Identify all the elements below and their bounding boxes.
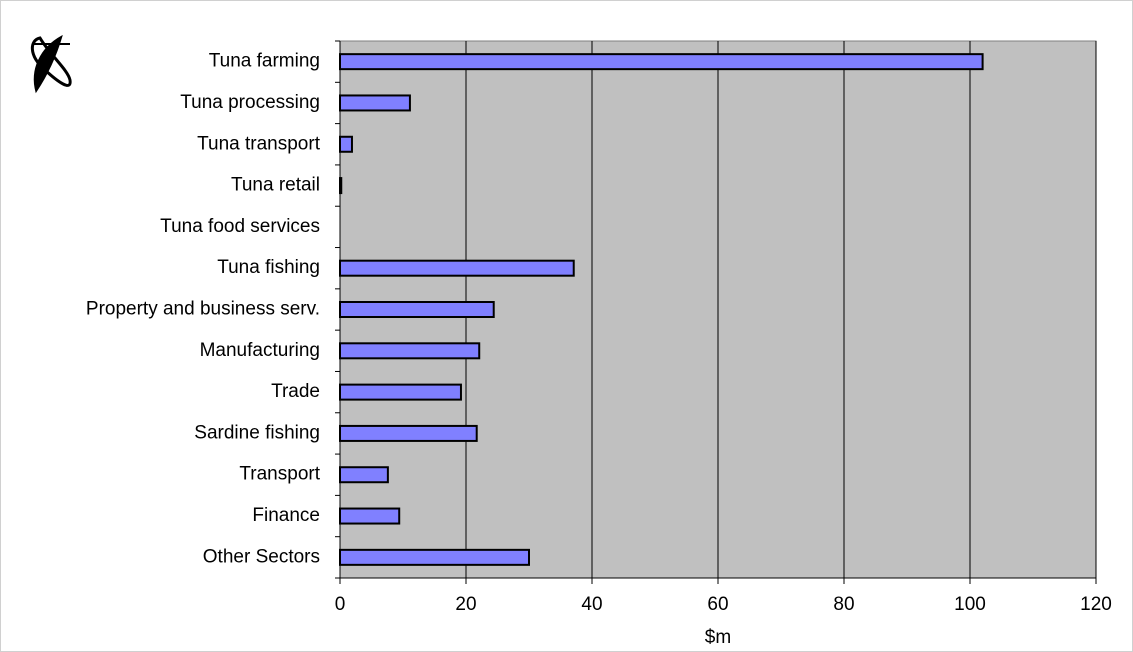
y-tick-label: Sardine fishing bbox=[194, 422, 320, 443]
y-tick-label: Tuna retail bbox=[231, 175, 320, 196]
bar bbox=[339, 383, 462, 401]
bar bbox=[339, 177, 343, 195]
y-tick-label: Transport bbox=[239, 464, 320, 485]
y-tick-label: Tuna food services bbox=[160, 216, 320, 237]
y-tick-label: Manufacturing bbox=[200, 340, 320, 361]
x-tick-label: 100 bbox=[954, 594, 986, 615]
y-tick-label: Finance bbox=[252, 505, 320, 526]
x-tick-label: 0 bbox=[335, 594, 346, 615]
x-tick-label: 80 bbox=[833, 594, 854, 615]
logo bbox=[30, 34, 72, 94]
y-tick-label: Property and business serv. bbox=[86, 299, 320, 320]
y-tick-label: Tuna transport bbox=[197, 133, 321, 154]
y-tick-label: Trade bbox=[271, 381, 320, 402]
x-tick-label: 120 bbox=[1080, 594, 1112, 615]
x-tick-label: 60 bbox=[707, 594, 728, 615]
y-tick-label: Tuna processing bbox=[180, 92, 320, 113]
bar bbox=[339, 424, 478, 442]
y-tick-label: Tuna fishing bbox=[217, 257, 320, 278]
bar bbox=[339, 507, 401, 525]
y-tick-label: Tuna farming bbox=[209, 51, 320, 72]
bar bbox=[339, 342, 481, 360]
bar bbox=[339, 301, 495, 318]
x-tick-label: 40 bbox=[581, 594, 602, 615]
bar bbox=[339, 94, 411, 112]
bar bbox=[339, 548, 530, 566]
x-tick-label: 20 bbox=[455, 594, 476, 615]
y-tick-label: Other Sectors bbox=[203, 546, 320, 567]
bar bbox=[339, 466, 389, 484]
bar bbox=[339, 53, 984, 71]
bar bbox=[339, 135, 353, 153]
bar bbox=[339, 259, 575, 277]
x-axis-title: $m bbox=[705, 627, 731, 648]
